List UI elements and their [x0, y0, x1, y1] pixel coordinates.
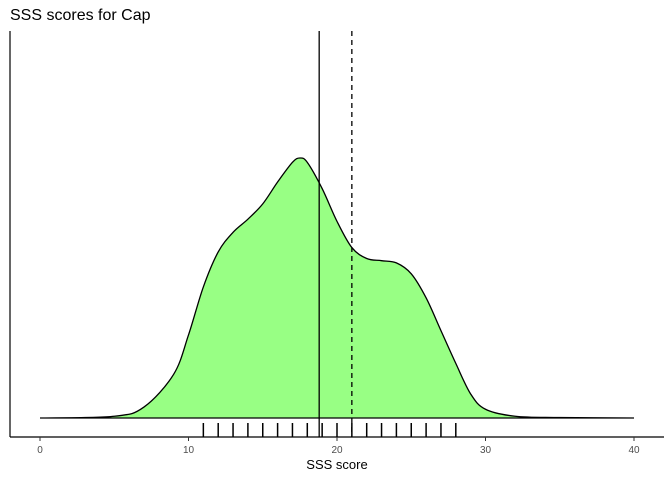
reference-lines [318, 31, 353, 437]
x-tick-label: 40 [628, 445, 640, 456]
x-tick-label: 30 [480, 445, 492, 456]
density-area [39, 157, 635, 419]
chart-title: SSS scores for Cap [10, 7, 151, 24]
x-tick-label: 10 [183, 445, 195, 456]
plot-area [39, 31, 635, 437]
x-tick-label: 20 [331, 445, 343, 456]
x-axis-label: SSS score [306, 457, 367, 472]
x-axis-ticks: 0 10 20 30 40 [37, 437, 640, 456]
rug-marks [202, 423, 457, 437]
x-tick-label: 0 [37, 445, 43, 456]
